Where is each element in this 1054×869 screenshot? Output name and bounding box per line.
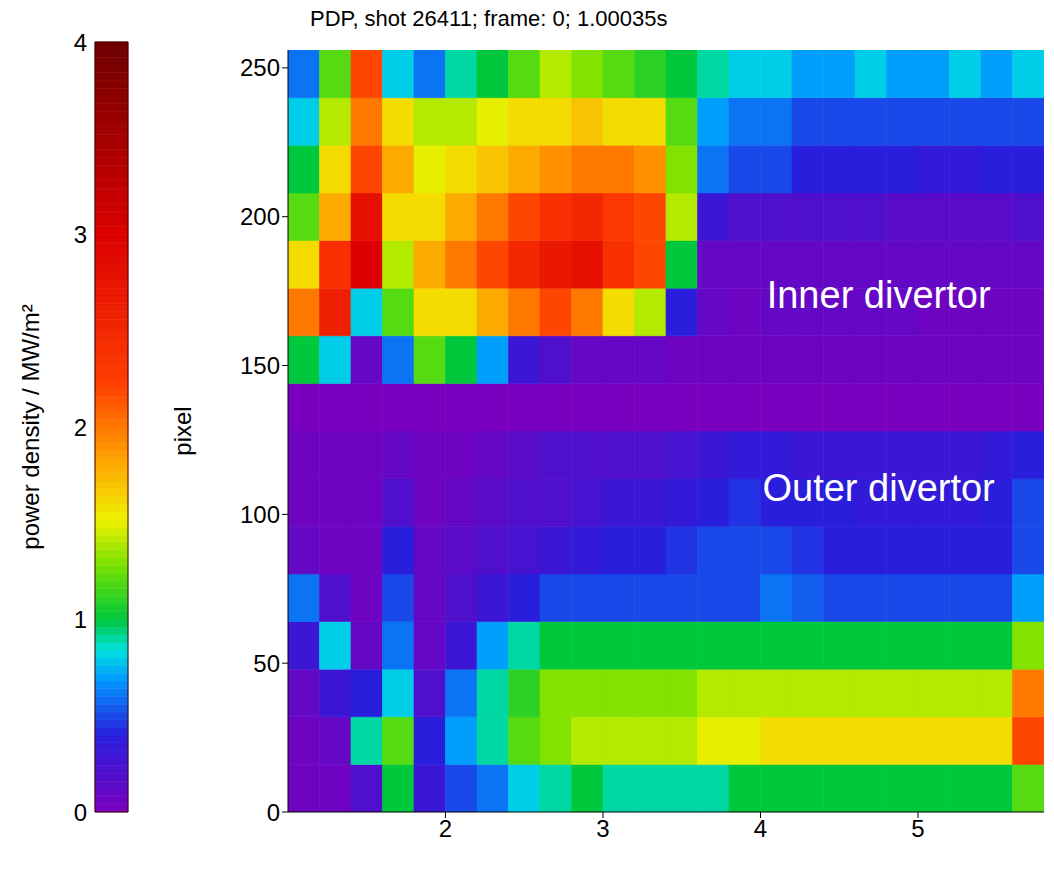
svg-text:0: 0	[74, 799, 87, 826]
svg-text:5: 5	[911, 815, 924, 842]
svg-text:100: 100	[240, 501, 280, 528]
svg-text:power density / MW/m²: power density / MW/m²	[17, 304, 44, 549]
svg-text:pixel: pixel	[169, 406, 196, 455]
svg-text:Inner divertor: Inner divertor	[767, 274, 991, 316]
svg-text:3: 3	[74, 221, 87, 248]
svg-text:150: 150	[240, 352, 280, 379]
svg-text:3: 3	[596, 815, 609, 842]
svg-text:50: 50	[253, 650, 280, 677]
svg-text:250: 250	[240, 54, 280, 81]
html-text:PDP, shot 26411; frame: 0; 1.0: PDP, shot 26411; frame: 0; 1.00035s	[310, 6, 668, 31]
svg-text:2: 2	[439, 815, 452, 842]
svg-text:2: 2	[74, 414, 87, 441]
svg-text:4: 4	[754, 815, 767, 842]
svg-text:0: 0	[267, 799, 280, 826]
svg-text:Outer divertor: Outer divertor	[762, 467, 995, 509]
svg-text:1: 1	[74, 606, 87, 633]
svg-text:4: 4	[74, 29, 87, 56]
svg-text:200: 200	[240, 203, 280, 230]
